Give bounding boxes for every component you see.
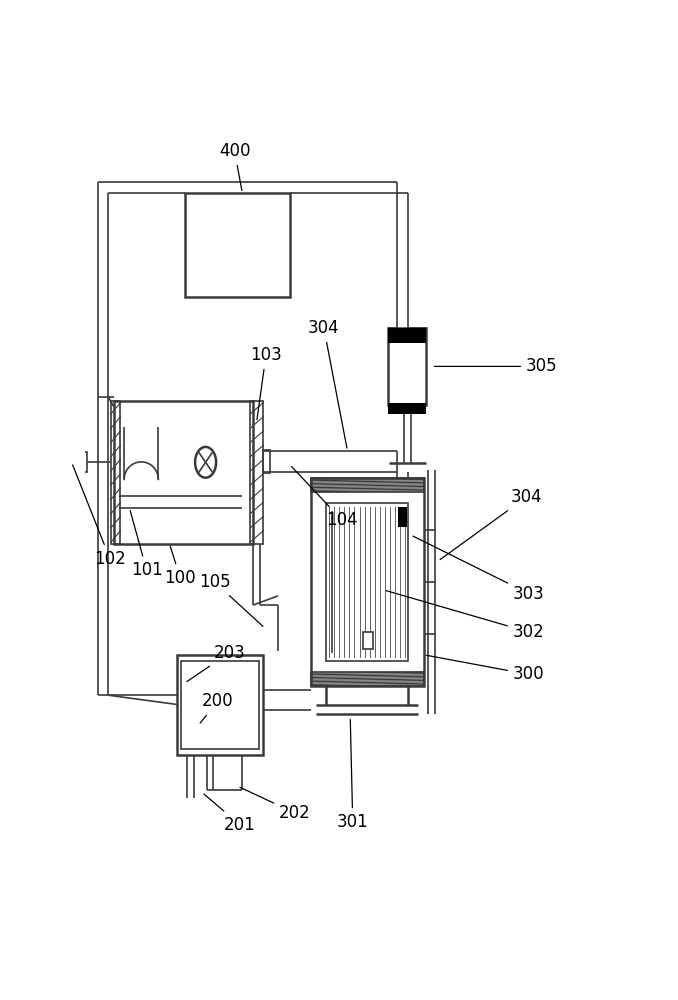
Bar <box>327 503 408 661</box>
Text: 104: 104 <box>292 467 358 529</box>
Text: 305: 305 <box>435 357 558 375</box>
Bar <box>399 507 407 527</box>
Text: 300: 300 <box>426 655 544 683</box>
Bar <box>311 478 424 492</box>
Text: 304: 304 <box>308 319 347 448</box>
Text: 100: 100 <box>165 546 196 587</box>
Bar <box>388 328 426 343</box>
Text: 303: 303 <box>413 536 544 603</box>
Text: 302: 302 <box>386 591 544 641</box>
Text: 101: 101 <box>130 511 163 579</box>
Bar <box>114 401 253 544</box>
Bar <box>111 401 121 544</box>
Bar <box>250 401 263 544</box>
Bar <box>388 403 426 414</box>
Text: 105: 105 <box>199 573 263 626</box>
Bar <box>184 193 290 297</box>
Bar <box>263 450 270 473</box>
Text: 201: 201 <box>204 794 256 834</box>
Text: 103: 103 <box>250 346 282 420</box>
Text: 202: 202 <box>240 787 311 822</box>
Text: 304: 304 <box>440 488 542 560</box>
Bar <box>388 328 426 405</box>
Bar <box>311 478 424 686</box>
Text: 203: 203 <box>187 644 245 682</box>
Bar <box>363 632 373 649</box>
Text: 301: 301 <box>337 720 369 831</box>
Bar <box>311 672 424 686</box>
Text: 200: 200 <box>200 692 233 723</box>
Text: 400: 400 <box>219 142 250 190</box>
Bar <box>75 452 87 472</box>
Bar <box>181 661 259 749</box>
Bar <box>177 655 263 755</box>
Text: 102: 102 <box>73 465 126 568</box>
